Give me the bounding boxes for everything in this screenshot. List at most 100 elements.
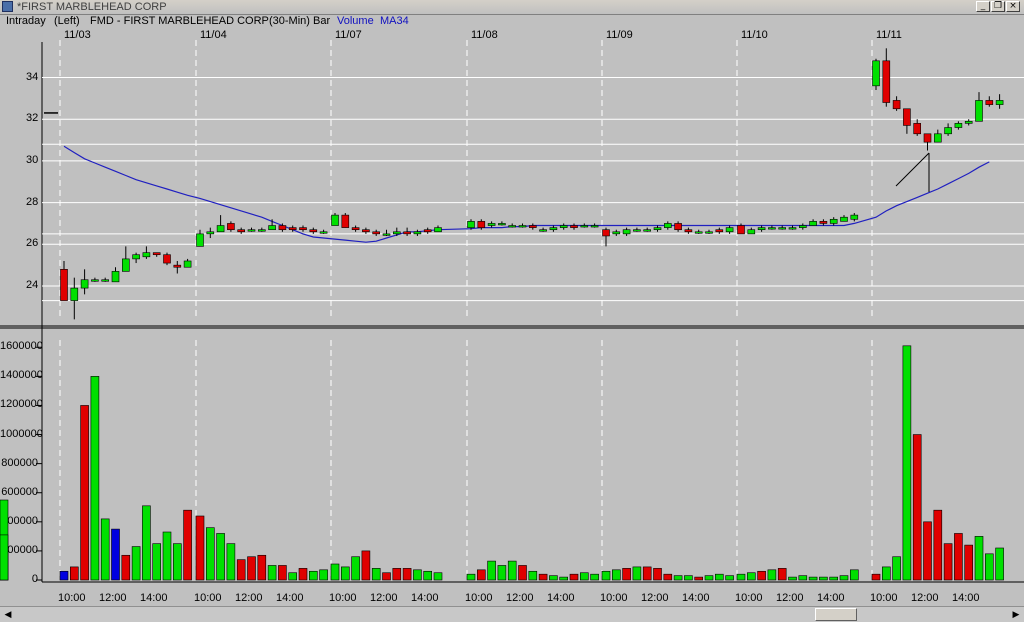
candle-body [173,264,182,268]
volume-bar [487,560,496,581]
candle-body [705,231,713,234]
minimize-button[interactable]: _ [976,1,990,12]
volume-bar [173,543,182,581]
candle-body [612,231,621,235]
volume-bar [433,572,443,581]
volume-bar [236,559,246,581]
candle-body [392,231,401,235]
candle-body [778,227,787,230]
time-tick-label: 14:00 [411,592,439,604]
candle-body [206,231,215,235]
volume-bar [622,568,631,581]
volume-bar [714,573,724,581]
volume-bar [819,576,828,581]
volume-bar [611,569,621,581]
time-tick-label: 14:00 [952,592,980,604]
candle-body [892,100,901,110]
volume-bar [788,576,797,581]
volume-tick-label: 1600000 [0,340,43,353]
candle-body [757,227,766,231]
volume-bar [413,569,422,581]
candle-body [498,223,506,226]
candle-body [674,223,682,231]
candle-body [933,133,942,143]
candle-body [101,279,109,282]
volume-bar [601,570,611,581]
candle-body [237,229,245,233]
volume-bar [777,568,787,581]
volume-bar [653,568,662,581]
volume-bar [402,568,412,581]
date-tick-label: 11/09 [606,29,633,41]
volume-bar [528,570,538,581]
volume-bar [278,565,287,581]
volume-bar [984,553,994,581]
volume-bar [162,531,172,581]
candle-body [570,225,578,228]
scroll-thumb[interactable] [815,608,857,621]
volume-bar [725,575,734,581]
volume-bar [849,569,859,581]
volume-bar [507,560,517,581]
scroll-left-arrow-icon[interactable]: ◀ [4,609,12,619]
volume-tick-label: 200000 [1,543,38,556]
price-tick-label: 24 [26,279,39,291]
annotation-line [895,152,930,187]
candle-body [768,227,776,230]
candle-body [477,221,486,228]
volume-tick-label: 1400000 [0,369,43,382]
time-tick-label: 14:00 [682,592,710,604]
candle-body [122,258,130,272]
volume-bar [673,575,683,581]
volume-bar [923,521,932,581]
candle-body [413,231,422,235]
volume-bar [319,569,328,581]
candle-body [539,229,547,232]
volume-tick-label: 800000 [1,456,38,469]
candle-body [257,229,266,232]
price-tick-label: 30 [26,153,39,166]
volume-bar [80,405,89,581]
candle-body [725,227,734,233]
candle-body [819,221,828,224]
price-volume-chart[interactable] [0,0,1024,606]
volume-bar [70,566,79,581]
volume-bar [257,554,267,581]
candle-body [694,231,703,234]
volume-bar [361,550,371,581]
candle-body [278,225,287,231]
volume-tick-label: 600000 [1,485,38,498]
time-tick-label: 10:00 [329,592,357,604]
volume-bar [152,543,161,581]
volume-bar [340,566,350,581]
price-tick-label: 34 [26,70,39,83]
volume-bar [569,573,579,581]
candle-body [434,227,442,233]
scroll-right-arrow-icon[interactable]: ▶ [1012,609,1020,619]
volume-bar [392,568,402,581]
volume-bar [912,434,922,581]
volume-bar [632,566,642,581]
candle-body [809,221,817,226]
price-tick-label: 26 [26,237,39,250]
candle-body [528,225,537,228]
candle-body [508,225,517,228]
candle-body [788,227,797,230]
chart-info-bar: Intraday (Left) FMD - FIRST MARBLEHEAD C… [0,14,1024,28]
candle-body [872,60,880,87]
volume-bar [518,565,527,581]
candle-body [163,254,171,264]
volume-bar [757,570,766,581]
restore-button[interactable]: ❐ [991,1,1005,12]
candle-body [882,60,891,103]
candle-body [954,123,963,128]
interval-label: (30-Min) [269,15,310,27]
close-button[interactable]: × [1006,1,1020,12]
horizontal-scrollbar[interactable]: ◀ ▶ [0,606,1024,622]
style-label: Bar [313,15,331,27]
volume-bar [466,573,476,581]
time-tick-label: 14:00 [547,592,575,604]
time-tick-label: 12:00 [235,592,263,604]
volume-bar [829,576,839,581]
volume-bar [808,576,818,581]
